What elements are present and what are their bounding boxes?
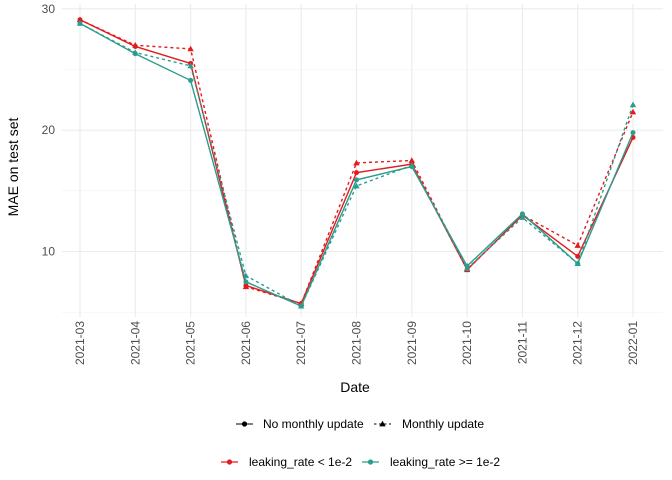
x-tick-label: 2021-07: [294, 321, 308, 365]
y-axis-ticks: 10 20 30: [42, 2, 56, 259]
data-point: [574, 242, 581, 248]
data-point: [463, 265, 471, 271]
legend-label: Monthly update: [402, 417, 484, 431]
data-point: [629, 101, 637, 108]
legend-label: No monthly update: [263, 417, 364, 431]
data-point: [243, 279, 249, 285]
data-point: [629, 108, 637, 115]
x-tick-label: 2021-08: [350, 321, 364, 365]
x-tick-label: 2021-11: [515, 321, 529, 364]
legend-label: leaking_rate >= 1e-2: [390, 455, 500, 469]
legend-key-marker: [367, 459, 374, 465]
x-tick-label: 2021-04: [128, 321, 142, 365]
data-point: [353, 182, 360, 189]
series-line: [79, 19, 634, 305]
data-point: [575, 253, 581, 259]
y-tick-label: 10: [42, 244, 56, 258]
data-point: [519, 211, 525, 217]
x-tick-label: 2021-05: [184, 321, 198, 365]
data-point: [242, 272, 250, 279]
data-point: [132, 42, 139, 48]
x-axis-ticks: 2021-03 2021-04 2021-05 2021-06 2021-07 2021-…: [73, 321, 640, 365]
data-point: [242, 283, 250, 290]
legend-key-marker: [226, 459, 233, 465]
data-point: [630, 130, 636, 136]
data-point: [187, 45, 194, 52]
x-tick-label: 2022-01: [626, 321, 640, 365]
y-tick-label: 20: [42, 123, 56, 137]
data-point: [132, 49, 139, 55]
legend-label: leaking_rate < 1e-2: [249, 455, 352, 469]
data-point: [187, 62, 194, 69]
legend-item-solid: No monthly update: [236, 417, 364, 431]
legend-item-teal: leaking_rate >= 1e-2: [362, 455, 500, 469]
data-point: [354, 177, 359, 183]
x-tick-label: 2021-10: [460, 321, 474, 365]
data-point: [76, 20, 84, 26]
legend-item-red: leaking_rate < 1e-2: [221, 455, 352, 469]
data-point: [354, 170, 359, 176]
data-point: [188, 77, 194, 83]
legend-key-marker: [379, 420, 386, 427]
legend-color: leaking_rate < 1e-2 leaking_rate >= 1e-2: [221, 455, 500, 469]
series-teal-dotted: [76, 20, 637, 309]
x-tick-label: 2021-03: [73, 321, 87, 365]
legend-item-dotted: Monthly update: [374, 417, 484, 431]
legend-linetype: No monthly update Monthly update: [236, 417, 484, 431]
x-tick-label: 2021-06: [239, 321, 253, 365]
series-layer: [76, 16, 637, 309]
data-point: [76, 16, 84, 23]
y-axis-title: MAE on test set: [5, 117, 21, 216]
series-line: [79, 22, 634, 308]
data-point: [408, 162, 415, 168]
data-point: [574, 260, 581, 267]
data-point: [298, 302, 305, 309]
data-point: [408, 157, 415, 163]
x-axis-title: Date: [340, 379, 370, 395]
data-point: [353, 159, 360, 166]
y-tick-label: 30: [42, 2, 56, 16]
x-tick-label: 2021-12: [571, 321, 585, 365]
x-tick-label: 2021-09: [405, 321, 419, 365]
legend-key-marker: [241, 421, 248, 427]
data-point: [519, 214, 526, 220]
